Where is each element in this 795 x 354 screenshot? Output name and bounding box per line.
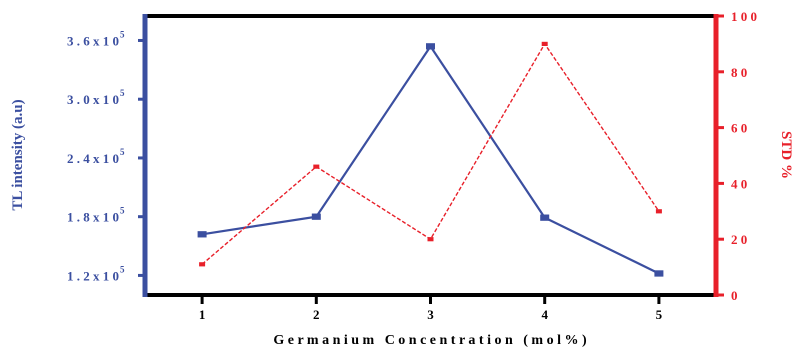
left-y-axis-label: TL intensity (a.u) <box>10 99 26 210</box>
left-y-axis: 1 . 2 x 1 0 51 . 8 x 1 0 52 . 4 x 1 0 53 . … <box>67 29 145 283</box>
right-tick-label: 2 0 <box>731 232 747 247</box>
series-2-point <box>199 262 206 267</box>
series-1-point <box>654 270 664 277</box>
right-tick-label: 1 0 0 <box>731 9 757 24</box>
right-tick-label: 8 0 <box>731 65 747 80</box>
x-axis-label: G e r m a n i u m C o n c e n t r a t i … <box>273 333 587 348</box>
left-tick-label: 1 . 8 x 1 0 <box>67 210 119 225</box>
series-1-point <box>426 43 435 50</box>
x-tick-label: 4 <box>541 307 548 322</box>
series-2-point <box>655 209 662 214</box>
left-tick-exponent: 5 <box>120 264 125 274</box>
series-2-point <box>541 41 548 46</box>
x-tick-label: 1 <box>199 307 206 322</box>
right-y-axis: 0 2 0 4 0 6 0 8 0 1 0 0 <box>716 9 757 303</box>
right-tick-label: 4 0 <box>731 176 747 191</box>
series-1-point <box>197 231 207 238</box>
right-tick-label: 6 0 <box>731 121 747 136</box>
series-1-point <box>311 213 321 220</box>
plot-frame <box>142 14 719 297</box>
left-tick-label: 2 . 4 x 1 0 <box>67 151 119 166</box>
left-tick-exponent: 5 <box>120 147 125 157</box>
x-tick-label: 2 <box>313 307 320 322</box>
series-line-2 <box>201 42 660 265</box>
x-axis: 1 2 3 4 5 <box>199 295 663 322</box>
left-tick-exponent: 5 <box>120 29 125 39</box>
left-tick-label: 3 . 0 x 1 0 <box>67 92 119 107</box>
left-tick-label: 1 . 2 x 1 0 <box>67 268 119 283</box>
series-2-point <box>313 164 320 169</box>
x-tick-label: 3 <box>427 307 434 322</box>
x-tick-label: 5 <box>656 307 663 322</box>
right-y-axis-label: STD % <box>778 131 794 179</box>
series-layer <box>197 41 664 277</box>
series-1-point <box>540 214 550 221</box>
left-tick-exponent: 5 <box>120 206 125 216</box>
right-tick-label: 0 <box>731 288 738 303</box>
left-tick-exponent: 5 <box>120 88 125 98</box>
left-tick-label: 3 . 6 x 1 0 <box>67 33 119 48</box>
series-2-point <box>427 237 434 242</box>
